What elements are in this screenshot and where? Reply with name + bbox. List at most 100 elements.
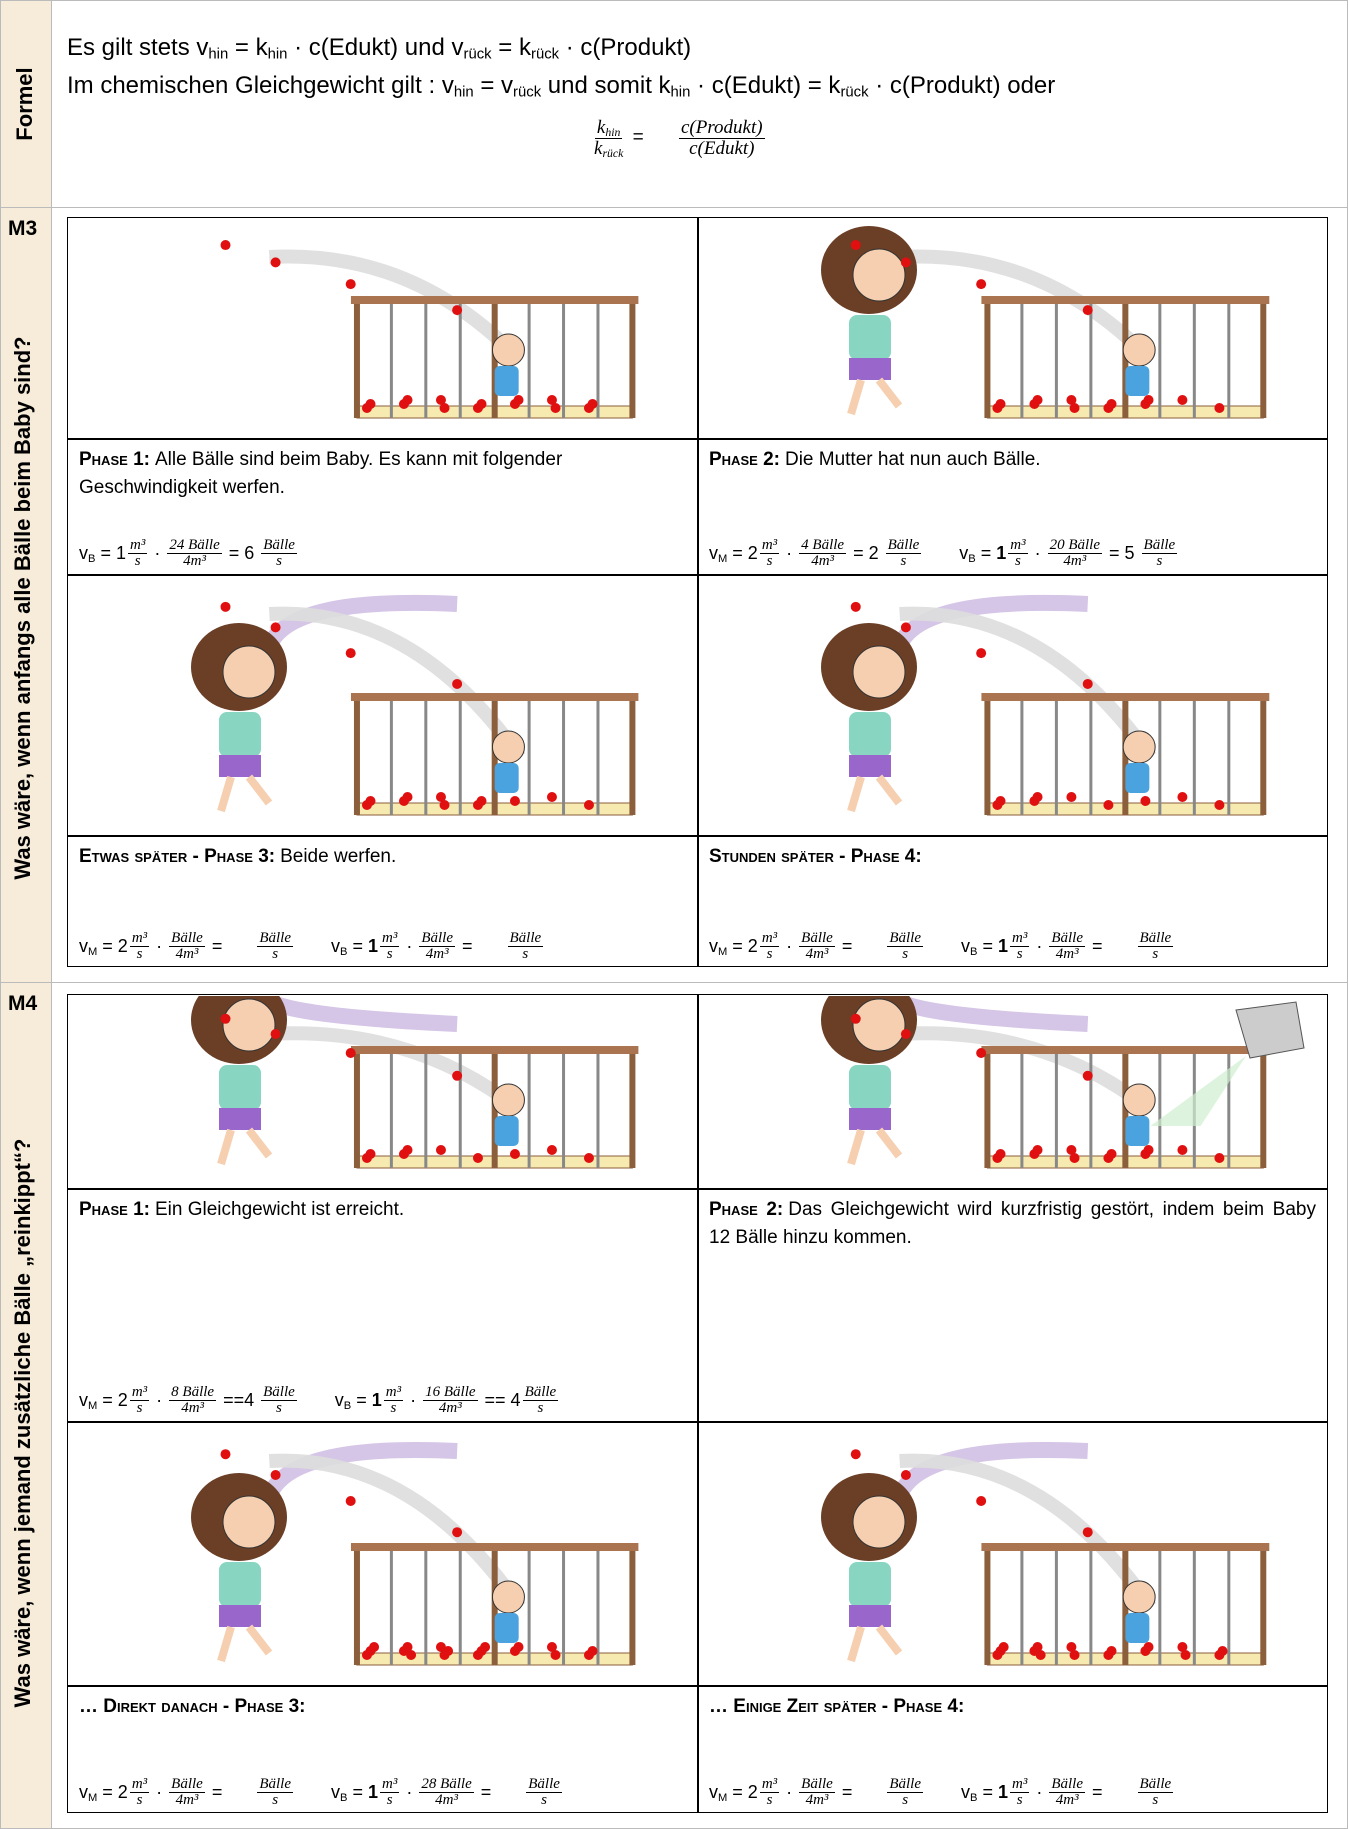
- fraction: Bälle4m³: [1049, 1777, 1085, 1810]
- text: 4m³: [1063, 553, 1086, 569]
- text-cell: Phase 1:Alle Bälle sind beim Baby. Es ka…: [79, 446, 685, 570]
- numerator: m³: [130, 931, 149, 948]
- throw-arc: [269, 256, 519, 360]
- text: und somit k: [541, 72, 670, 99]
- ball: [1144, 1145, 1154, 1155]
- ball: [851, 1014, 861, 1024]
- text: == 4: [480, 1390, 521, 1410]
- mom-face: [853, 646, 905, 698]
- baby-head: [492, 1084, 524, 1116]
- section-question: Was wäre, wenn jemand zusätzliche Bälle …: [10, 1038, 40, 1808]
- text: v: [709, 936, 718, 956]
- denominator: s: [765, 947, 775, 963]
- text: v: [79, 543, 88, 563]
- text-cell: … Direkt danach - Phase 3:vM = 2m³s · Bä…: [79, 1693, 685, 1809]
- panel-text: Phase 2:Das Gleichgewicht wird kurzfrist…: [709, 1196, 1316, 1252]
- text: Bälle: [1140, 930, 1172, 946]
- throw-arc: [900, 256, 1151, 360]
- throw-arc: [269, 614, 519, 757]
- denominator: 4m³: [437, 1401, 464, 1417]
- mom-leg: [851, 777, 861, 811]
- text: 4 Bälle: [801, 537, 844, 553]
- text: m³: [1012, 930, 1027, 946]
- throw-arc: [269, 1461, 519, 1607]
- denominator: krück: [592, 139, 625, 159]
- grid-line: [67, 835, 1328, 837]
- text: v: [335, 1390, 344, 1410]
- ball: [588, 1646, 598, 1656]
- numerator: Bälle: [1142, 538, 1178, 555]
- baby-body: [1125, 366, 1149, 396]
- fraction: m³s: [380, 1777, 399, 1810]
- ball: [369, 1642, 379, 1652]
- text: s: [541, 1792, 547, 1808]
- ball: [1033, 395, 1043, 405]
- throw-arc: [269, 1000, 457, 1024]
- text: =: [977, 936, 998, 956]
- ball: [271, 257, 281, 267]
- illustration: [699, 219, 1326, 436]
- numerator: 20 Bälle: [1048, 538, 1102, 555]
- text: = 1: [95, 543, 126, 563]
- mom-shirt: [849, 712, 891, 757]
- illustration: [699, 1423, 1326, 1683]
- text: s: [1015, 553, 1021, 569]
- text: =: [351, 1390, 372, 1410]
- text: =: [207, 936, 228, 956]
- ball: [1144, 1642, 1154, 1652]
- fraction: Bälles: [1142, 538, 1178, 571]
- throw-arc: [900, 1033, 1151, 1110]
- ball: [901, 622, 911, 632]
- phase-heading: Phase 1:: [79, 449, 150, 470]
- formula-row: vB = 1m³s · 24 Bälle4m³ = 6 Bälles: [79, 538, 299, 571]
- phase-heading: Etwas später - Phase 3:: [79, 846, 275, 867]
- numerator: 8 Bälle: [169, 1385, 216, 1402]
- ball: [1066, 792, 1076, 802]
- text: =: [1087, 1782, 1108, 1802]
- formula: vM = 2m³s · Bälle4m³ = Bälles: [709, 1777, 925, 1810]
- subscript: M: [718, 1791, 727, 1803]
- ball: [1070, 1153, 1080, 1163]
- text: v: [79, 936, 88, 956]
- grid-line: [67, 438, 1328, 440]
- section-divider: [0, 207, 1348, 208]
- mom-shorts: [219, 755, 261, 777]
- formula: vM = 2m³s · 4 Bälle4m³ = 2 Bälles: [709, 538, 923, 571]
- formula-row: vM = 2m³s · Bälle4m³ = BällesvB = 1m³s ·…: [79, 1777, 564, 1810]
- mom-face: [853, 249, 905, 301]
- baby-head: [1123, 1581, 1155, 1613]
- text: 4m³: [181, 1400, 204, 1416]
- formula: vB = 1m³s · 28 Bälle4m³ = Bälles: [331, 1777, 564, 1810]
- denominator: 4m³: [804, 947, 831, 963]
- ball: [221, 602, 231, 612]
- fraction: Bälles: [887, 931, 923, 964]
- numerator: Bälle: [419, 931, 455, 948]
- numerator: Bälle: [523, 1385, 559, 1402]
- text: m³: [382, 1776, 397, 1792]
- fraction: 24 Bälle4m³: [167, 538, 221, 571]
- baby-head: [1123, 731, 1155, 763]
- formula: vM = 2m³s · Bälle4m³ = Bälles: [709, 931, 925, 964]
- formula-line: Im chemischen Gleichgewicht gilt : vhin …: [67, 72, 1327, 100]
- text: = 5: [1104, 543, 1140, 563]
- ball: [1181, 1650, 1191, 1660]
- text: = 2: [848, 543, 884, 563]
- denominator: s: [389, 1401, 399, 1417]
- ball: [588, 399, 598, 409]
- phase-text: Die Mutter hat nun auch Bälle.: [785, 449, 1041, 470]
- mom-shirt: [849, 1065, 891, 1110]
- phase-text: Beide werfen.: [280, 846, 396, 867]
- throw-arc: [900, 614, 1151, 757]
- fraction: m³s: [130, 1777, 149, 1810]
- ball: [1214, 800, 1224, 810]
- panel-text: Stunden später - Phase 4:: [709, 843, 1316, 871]
- text: v: [331, 936, 340, 956]
- numerator: Bälle: [169, 1777, 205, 1794]
- ball: [514, 1642, 524, 1652]
- mom-face: [223, 1496, 275, 1548]
- text: ·: [781, 1782, 797, 1802]
- mom-face: [853, 999, 905, 1051]
- text: Bälle: [263, 537, 295, 553]
- fraction: Bälle4m³: [1049, 931, 1085, 964]
